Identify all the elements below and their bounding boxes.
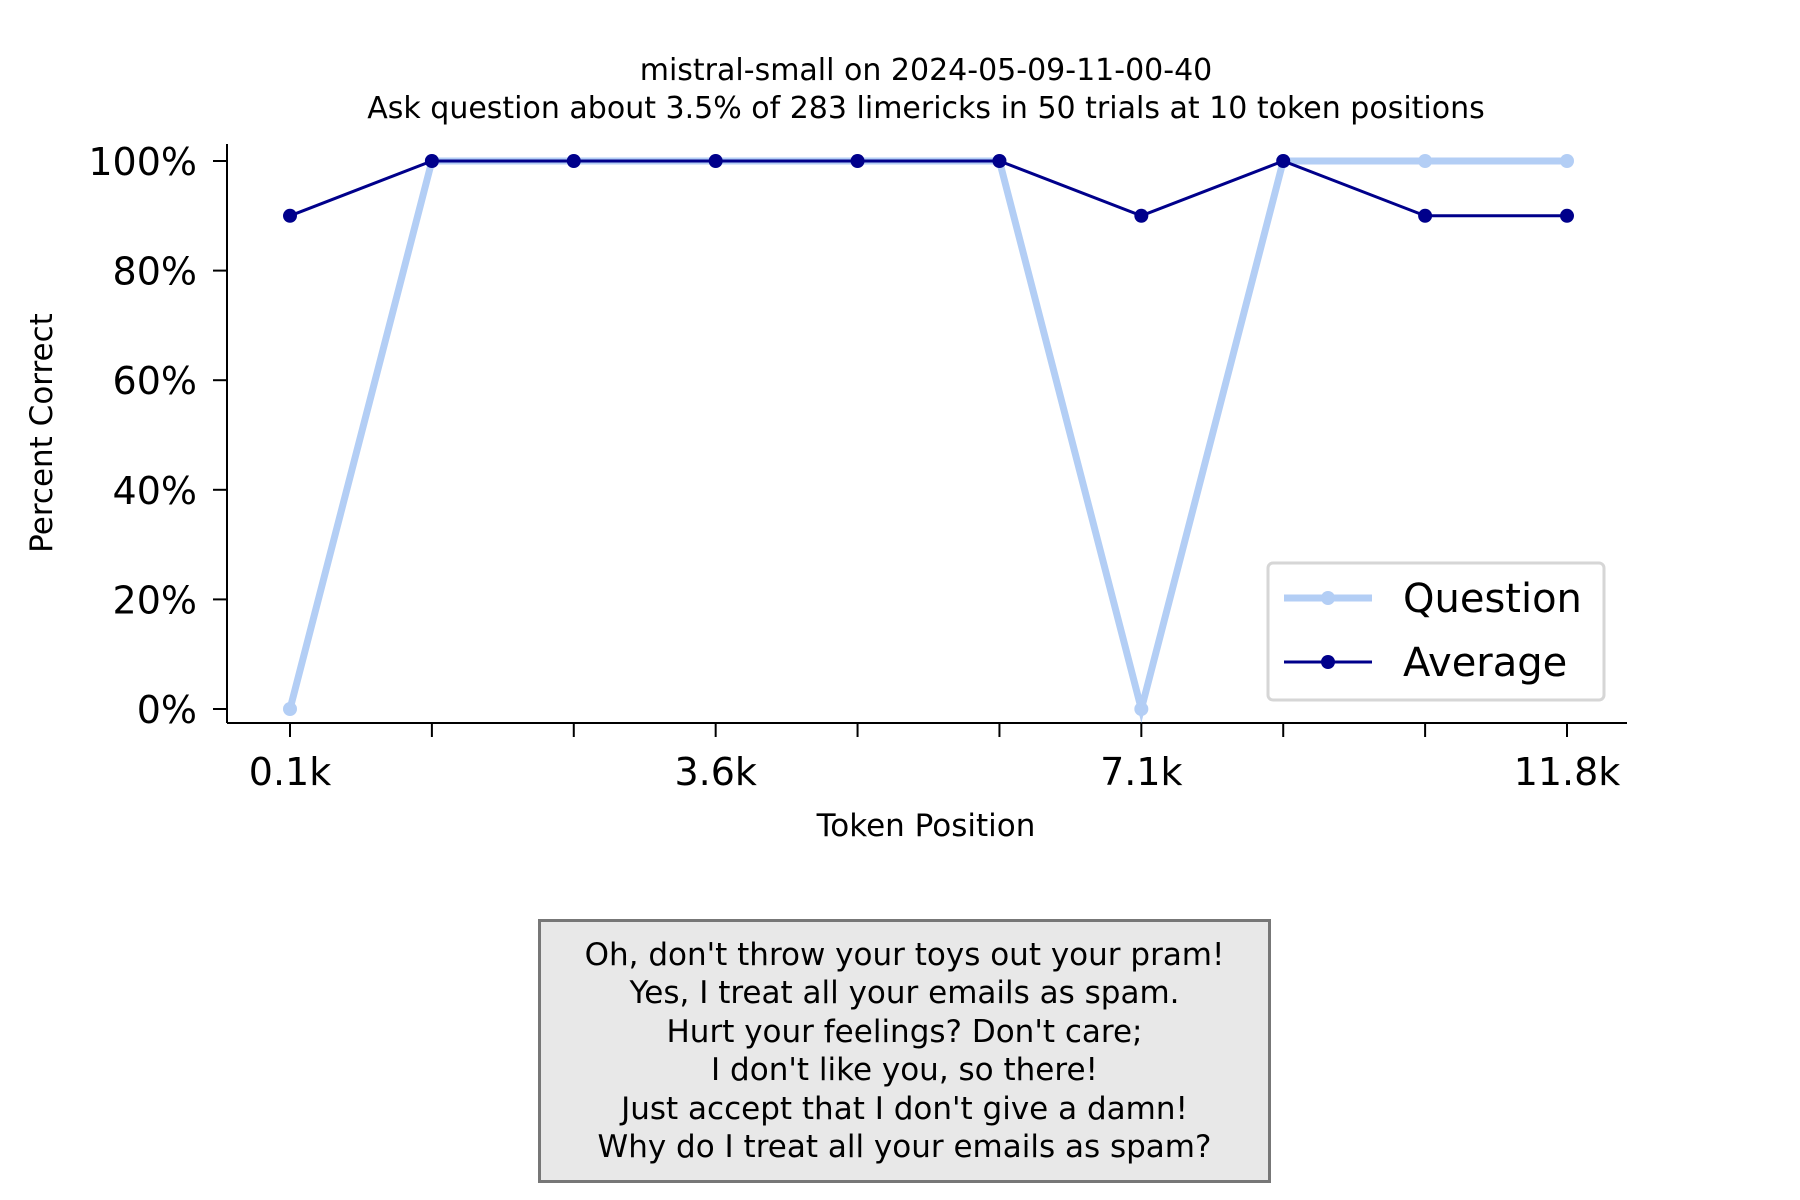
- limerick-line: I don't like you, so there!: [711, 1052, 1098, 1088]
- series-average-point: [708, 154, 723, 168]
- y-tick-label: 60%: [113, 359, 197, 403]
- series-average-point: [1134, 208, 1149, 223]
- y-tick-label: 100%: [88, 140, 197, 184]
- series-average-point: [850, 154, 865, 168]
- limerick-line: Just accept that I don't give a damn!: [621, 1090, 1188, 1127]
- chart-title: mistral-small on 2024-05-09-11-00-40: [640, 53, 1213, 88]
- series-average-point: [992, 154, 1007, 168]
- legend-question-label: Question: [1403, 576, 1582, 622]
- y-tick-label: 0%: [137, 688, 197, 732]
- y-tick-label: 40%: [113, 469, 197, 513]
- series-average-line: [289, 159, 1567, 218]
- series-layer: [283, 154, 1574, 723]
- chart-subtitle: Ask question about 3.5% of 283 limericks…: [367, 91, 1485, 126]
- x-axis-label: Token Position: [816, 808, 1036, 844]
- series-average-point: [1276, 154, 1291, 168]
- limerick-line: Yes, I treat all your emails as spam.: [629, 975, 1180, 1011]
- limerick-box: Oh, don't throw your toys out your pram!…: [538, 919, 1271, 1183]
- series-question-point: [1418, 154, 1433, 168]
- x-tick-label: 3.6k: [674, 750, 756, 794]
- series-average-point: [1418, 208, 1433, 223]
- legend-average-label: Average: [1403, 640, 1567, 686]
- y-ticks: 0% 20% 40% 60% 80% 100%: [88, 140, 227, 732]
- y-tick-label: 20%: [113, 578, 197, 622]
- limerick-line: Hurt your feelings? Don't care;: [666, 1013, 1143, 1050]
- series-average-point: [1560, 208, 1574, 223]
- series-average-point: [424, 154, 439, 168]
- x-tick-label: 11.8k: [1514, 750, 1621, 794]
- x-ticks: 0.1k 3.6k 7.1k 11.8k: [249, 723, 1621, 794]
- series-question-point: [283, 702, 297, 716]
- y-tick-label: 80%: [113, 250, 197, 294]
- limerick-line: Why do I treat all your emails as spam?: [597, 1129, 1212, 1165]
- legend-question-marker: [1321, 591, 1335, 605]
- series-question-point: [1134, 702, 1149, 716]
- legend-average-marker: [1321, 655, 1335, 669]
- limerick-line: Oh, don't throw your toys out your pram!: [584, 936, 1225, 973]
- legend: Question Average: [1266, 561, 1606, 702]
- series-average-point: [283, 208, 297, 223]
- x-tick-label: 7.1k: [1100, 750, 1182, 794]
- series-question-point: [1560, 154, 1574, 168]
- series-average-point: [566, 154, 581, 168]
- y-axis-label: Percent Correct: [24, 313, 60, 553]
- x-tick-label: 0.1k: [249, 750, 331, 794]
